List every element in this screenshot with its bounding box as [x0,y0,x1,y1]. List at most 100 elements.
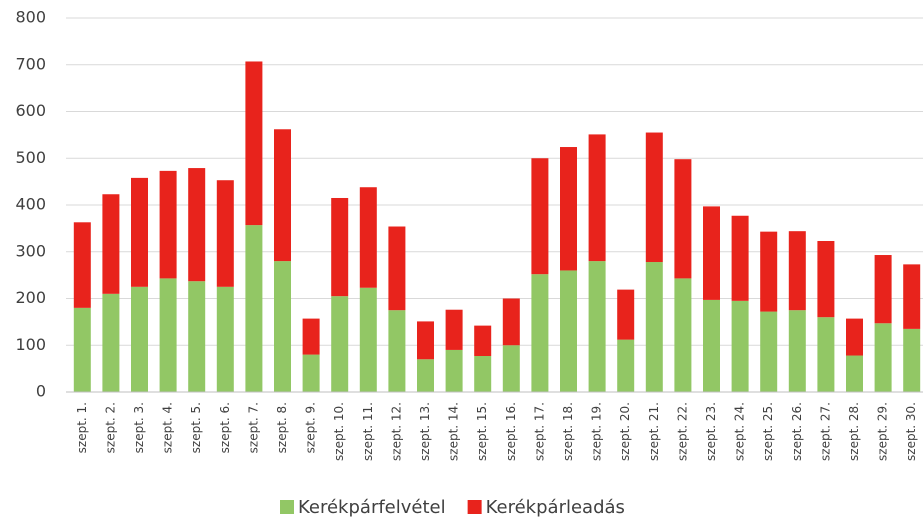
bar-segment [159,170,177,279]
bar-segment [73,307,91,392]
bar-segment [874,323,892,392]
bar-segment [874,255,892,324]
x-tick-label: szept. 22. [675,402,689,461]
x-tick-label: szept. 25. [761,402,775,461]
x-tick-label: szept. 28. [847,402,861,461]
bar-segment [359,287,377,392]
bar-segment [760,311,778,392]
x-tick-label: szept. 21. [647,402,661,461]
bar-segment [188,168,206,282]
bar-segment [903,328,921,392]
y-tick-label: 100 [15,335,46,354]
y-tick-label: 300 [15,241,46,260]
bar-segment [560,270,577,392]
x-tick-label: szept. 13. [418,402,432,461]
y-tick-label: 800 [15,8,46,27]
bar-segment [474,325,492,357]
y-tick-label: 200 [15,288,46,307]
x-tick-label: szept. 16. [504,402,518,461]
bar-segment [274,129,291,262]
bar-segment [846,355,863,392]
bar-segment [188,281,206,392]
bar-segment [817,240,835,318]
bar-segment [159,278,177,392]
bar-segment [359,187,377,288]
bar-segment [388,310,406,392]
bar-segment [102,293,120,392]
x-tick-label: szept. 23. [704,402,718,461]
bar-segment [474,356,492,392]
bar-segment [645,132,663,263]
bar-segment [588,261,606,392]
bar-segment [731,215,749,301]
bar-segment [245,61,263,226]
bar-segment [302,354,320,392]
bar-segment [731,300,749,392]
x-tick-label: szept. 2. [103,402,117,453]
bar-segment [674,159,692,279]
bar-segment [817,317,835,392]
x-tick-label: szept. 18. [561,402,575,461]
x-tick-label: szept. 29. [876,402,890,461]
bar-segment [331,197,349,297]
bar-segment [331,296,349,392]
bar-segment [388,226,406,311]
bar-segment [788,231,806,311]
bar-segment [417,359,434,392]
legend-swatch [280,500,294,514]
x-tick-label: szept. 26. [790,402,804,461]
bar-segment [417,321,434,360]
bar-segment [502,345,520,392]
x-tick-label: szept. 12. [389,402,403,461]
bar-segment [703,206,720,300]
legend-swatch [467,500,482,514]
bar-segment [788,310,806,392]
x-tick-label: szept. 17. [532,402,546,461]
x-tick-label: szept. 3. [132,402,146,453]
x-tick-label: szept. 10. [332,402,346,461]
bar-segment [302,318,320,355]
bar-segment [645,262,663,392]
x-tick-label: szept. 5. [189,402,203,453]
bar-segment [703,299,720,392]
bar-segment [760,231,778,312]
bar-segment [131,177,148,287]
bar-segment [445,349,463,392]
bar-segment [131,286,148,392]
y-tick-label: 0 [36,382,46,401]
bar-segment [560,147,577,271]
bar-segment [674,278,692,392]
x-tick-label: szept. 30. [904,402,918,461]
x-tick-label: szept. 6. [218,402,232,453]
bar-segment [531,158,549,275]
bar-segment [588,134,606,262]
y-tick-label: 600 [15,101,46,120]
bar-segment [216,180,234,287]
x-tick-label: szept. 27. [818,402,832,461]
legend-label: Kerékpárleadás [486,497,625,518]
bar-segment [216,286,234,392]
y-tick-label: 500 [15,148,46,167]
x-tick-label: szept. 4. [161,402,175,453]
bar-segment [102,194,120,294]
x-tick-label: szept. 11. [361,402,375,461]
x-tick-label: szept. 14. [447,402,461,461]
x-tick-label: szept. 1. [75,402,89,453]
y-tick-label: 700 [15,54,46,73]
bar-segment [73,222,91,308]
bar-segment [502,298,520,346]
x-tick-label: szept. 20. [618,402,632,461]
x-tick-label: szept. 24. [733,402,747,461]
x-tick-label: szept. 8. [275,402,289,453]
legend-label: Kerékpárfelvétel [298,497,446,518]
bar-segment [445,309,463,350]
x-tick-label: szept. 19. [590,402,604,461]
x-tick-label: szept. 9. [304,402,318,453]
x-tick-label: szept. 7. [246,402,260,453]
bar-segment [245,225,263,392]
bar-segment [617,289,635,340]
bar-segment [274,261,291,392]
bar-segment [617,339,635,392]
